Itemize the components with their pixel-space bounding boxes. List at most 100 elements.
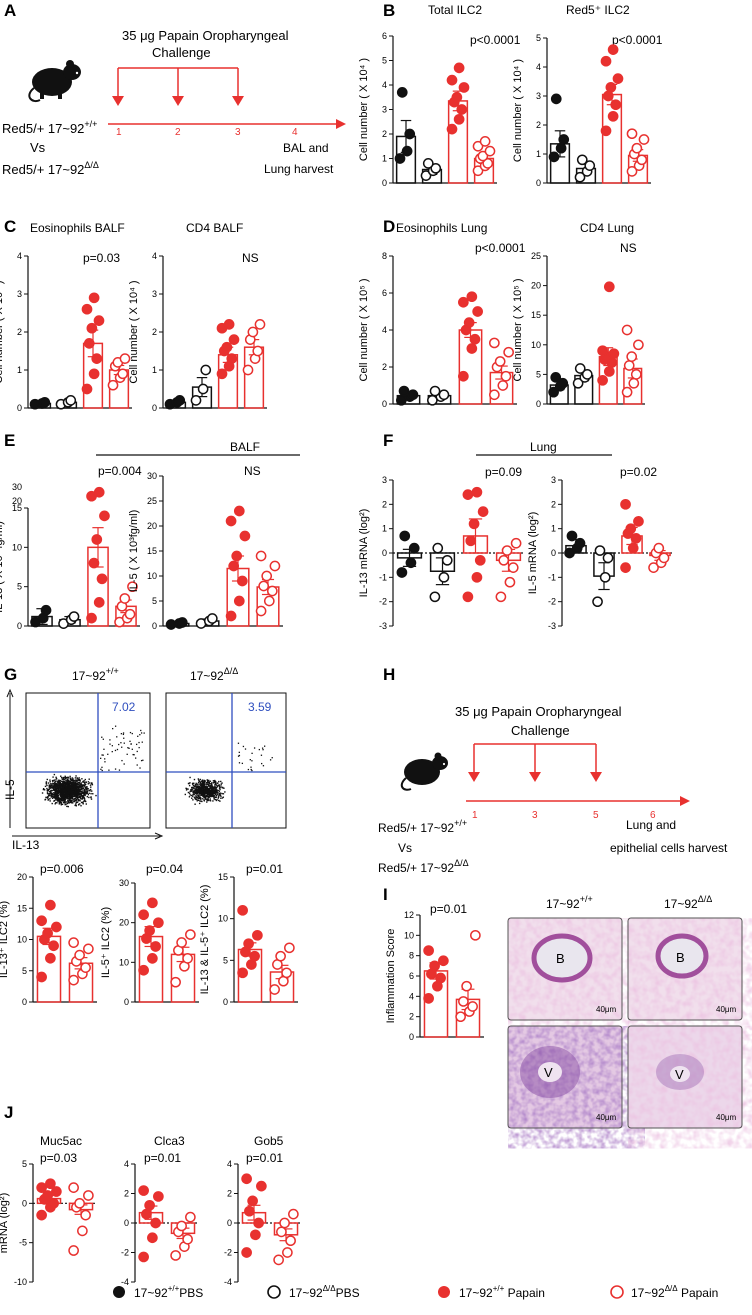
data-point — [138, 964, 149, 976]
data-point — [446, 74, 458, 86]
flow-event — [60, 795, 63, 798]
flow-event — [214, 790, 216, 792]
flow-event — [196, 800, 198, 802]
data-point — [638, 134, 650, 145]
flow-event — [75, 800, 77, 802]
group-label-2: Red5/+ 17~92Δ/Δ — [2, 160, 99, 177]
flow-event — [66, 781, 68, 783]
flow-event — [197, 799, 200, 802]
flow-event — [62, 787, 65, 790]
flow-event — [64, 799, 66, 801]
flow-event — [206, 790, 208, 792]
flow-event — [57, 789, 59, 791]
flow-event — [120, 733, 123, 735]
data-point — [170, 1250, 181, 1261]
flow-event — [91, 790, 93, 792]
flow-event — [74, 793, 77, 796]
flow-event — [60, 783, 62, 786]
data-point — [77, 1225, 88, 1237]
flow-event — [54, 803, 56, 805]
flow-event — [71, 788, 74, 791]
flow-event — [51, 792, 53, 795]
data-point — [423, 945, 434, 956]
flow-event — [65, 801, 67, 803]
flow-event — [242, 745, 245, 748]
svg-text:17~92Δ/Δ Papain: 17~92Δ/Δ Papain — [631, 1284, 718, 1300]
flow-event — [200, 800, 202, 802]
y-tick-label: 15 — [531, 310, 541, 320]
flow-event — [204, 798, 206, 800]
flow-event — [218, 784, 220, 786]
data-point — [557, 377, 569, 389]
y-tick-label: 6 — [382, 288, 387, 298]
chart-b2: 0 1 2 3 4 5 Cell number ( X 10⁴ ) Red5⁺ ILC2 p<0… — [512, 3, 663, 188]
flow-event — [238, 751, 240, 754]
data-point — [626, 166, 638, 177]
flow-event — [74, 781, 76, 783]
flow-event — [74, 777, 77, 779]
group-label-2: Red5/+ 17~92Δ/Δ — [378, 858, 469, 875]
y-tick-label: 2 — [409, 1012, 414, 1022]
flow-event — [79, 784, 81, 786]
flow-event — [221, 782, 223, 784]
flow-event — [89, 788, 92, 791]
y-tick-label: 3 — [551, 475, 556, 485]
flow-event — [104, 761, 106, 763]
data-point — [147, 1232, 158, 1244]
flow-event — [45, 783, 48, 785]
flow-event — [188, 792, 191, 794]
flow-event — [62, 780, 64, 783]
flow-event — [76, 782, 78, 785]
data-point — [510, 537, 522, 549]
flow-event — [201, 791, 204, 794]
flow-event — [132, 753, 134, 756]
flow-event — [78, 786, 80, 788]
flow-event — [222, 796, 225, 798]
flow-event — [75, 789, 77, 792]
y-tick-label: 5 — [152, 596, 157, 606]
flow-event — [208, 788, 210, 791]
flow-event — [60, 794, 63, 796]
data-point — [572, 377, 584, 389]
flow-event — [75, 785, 77, 787]
data-point — [605, 81, 617, 93]
flow-event — [80, 805, 82, 807]
flow-event — [88, 792, 90, 795]
flow-event — [70, 796, 72, 798]
flow-event — [109, 743, 111, 745]
data-point — [422, 158, 434, 169]
data-point — [607, 110, 619, 122]
flow-event — [71, 777, 74, 779]
flow-event — [46, 778, 48, 781]
flow-event — [47, 794, 50, 797]
data-point — [620, 562, 631, 573]
flow-event — [72, 783, 74, 786]
flow-event — [68, 777, 70, 779]
y-tick-label: 5 — [17, 582, 22, 592]
flow-event — [73, 800, 75, 802]
flow-event — [81, 795, 83, 798]
flow-event — [76, 777, 78, 779]
data-point — [429, 591, 441, 603]
flow-event — [64, 796, 66, 799]
schematic-h: 35 μg Papain Oropharyngeal Challenge 1 3… — [378, 704, 728, 875]
data-point — [484, 145, 496, 157]
flow-event — [203, 789, 206, 791]
flow-event — [65, 787, 68, 790]
flow-event — [55, 783, 57, 785]
flow-event — [70, 789, 73, 791]
flow-event — [209, 793, 212, 795]
flow-event — [219, 794, 221, 797]
flow-event — [50, 794, 53, 796]
flow-event — [62, 799, 65, 801]
y-tick-label: -3 — [379, 621, 387, 631]
data-point — [45, 1178, 56, 1190]
flow-event — [198, 786, 201, 788]
flow-event — [86, 790, 88, 792]
flow-event — [63, 798, 65, 800]
flow-event — [68, 794, 70, 797]
flow-event — [72, 783, 74, 785]
data-point — [241, 1247, 252, 1258]
data-point — [581, 369, 593, 380]
